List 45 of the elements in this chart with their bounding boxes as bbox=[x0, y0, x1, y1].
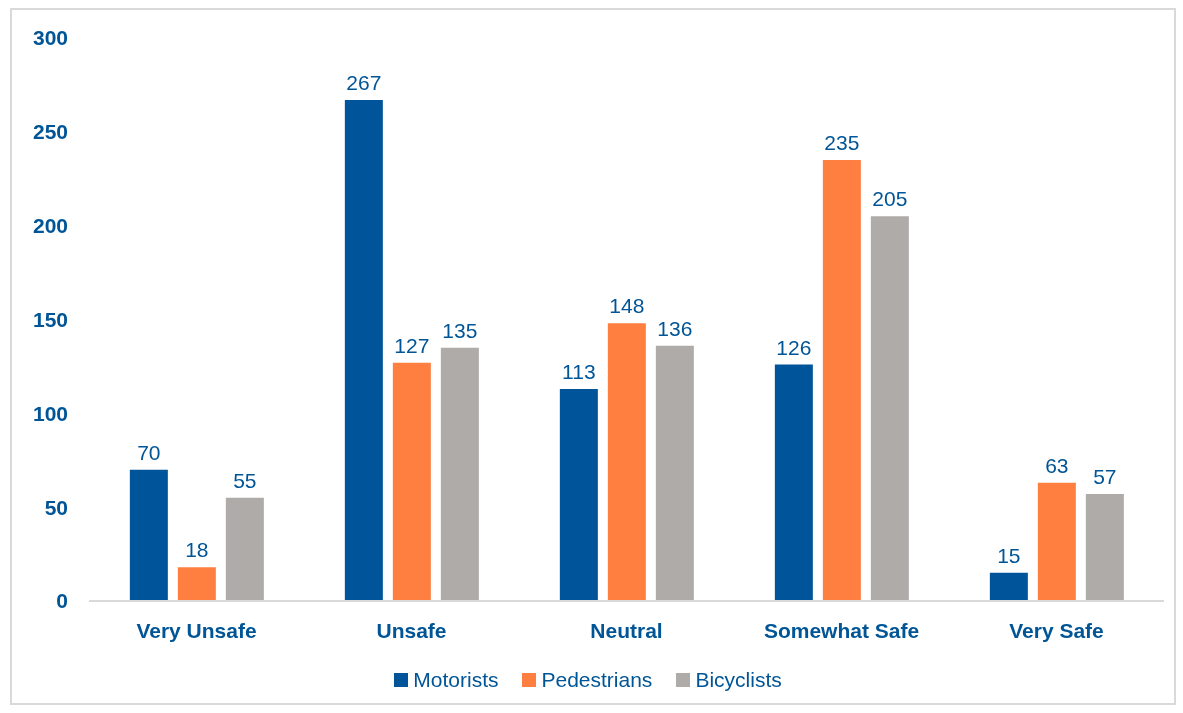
bar bbox=[440, 347, 479, 601]
y-tick-label: 200 bbox=[32, 214, 68, 238]
bar bbox=[129, 469, 168, 601]
legend-label: Pedestrians bbox=[541, 668, 653, 692]
bar bbox=[392, 362, 431, 601]
x-tick-label: Very Unsafe bbox=[136, 619, 257, 642]
bar bbox=[822, 159, 861, 601]
bar bbox=[344, 99, 383, 601]
data-label: 148 bbox=[609, 294, 645, 318]
bar bbox=[655, 345, 694, 601]
y-tick-label: 250 bbox=[32, 120, 68, 144]
legend-label: Motorists bbox=[413, 668, 499, 692]
bar bbox=[1085, 494, 1124, 601]
y-tick-label: 150 bbox=[32, 307, 68, 331]
data-label: 235 bbox=[824, 130, 860, 154]
bar bbox=[1037, 482, 1076, 601]
data-label: 55 bbox=[233, 468, 257, 492]
x-tick-label: Neutral bbox=[590, 619, 663, 642]
x-tick-label: Unsafe bbox=[376, 619, 447, 642]
data-label: 63 bbox=[1045, 453, 1069, 477]
bar bbox=[607, 323, 646, 601]
y-tick-label: 0 bbox=[56, 589, 68, 613]
bar bbox=[989, 572, 1028, 601]
x-tick-label: Somewhat Safe bbox=[763, 619, 920, 642]
x-tick-label: Very Safe bbox=[1009, 619, 1104, 642]
data-label: 18 bbox=[185, 538, 209, 562]
data-label: 267 bbox=[346, 70, 382, 94]
data-label: 135 bbox=[442, 318, 478, 342]
data-label: 136 bbox=[657, 316, 693, 340]
bar bbox=[225, 497, 264, 601]
y-tick-label: 100 bbox=[32, 401, 68, 425]
bar bbox=[177, 567, 216, 601]
data-label: 113 bbox=[562, 359, 596, 383]
data-label: 57 bbox=[1093, 465, 1117, 489]
legend-label: Bicyclists bbox=[695, 668, 782, 692]
data-label: 70 bbox=[137, 440, 161, 464]
data-label: 126 bbox=[776, 335, 812, 359]
y-tick-label: 300 bbox=[32, 26, 68, 50]
bar bbox=[559, 388, 598, 601]
bar bbox=[774, 364, 813, 601]
y-tick-label: 50 bbox=[44, 495, 68, 519]
bar bbox=[870, 216, 909, 601]
data-label: 15 bbox=[997, 543, 1021, 567]
data-label: 205 bbox=[872, 187, 908, 211]
data-label: 127 bbox=[394, 333, 430, 357]
